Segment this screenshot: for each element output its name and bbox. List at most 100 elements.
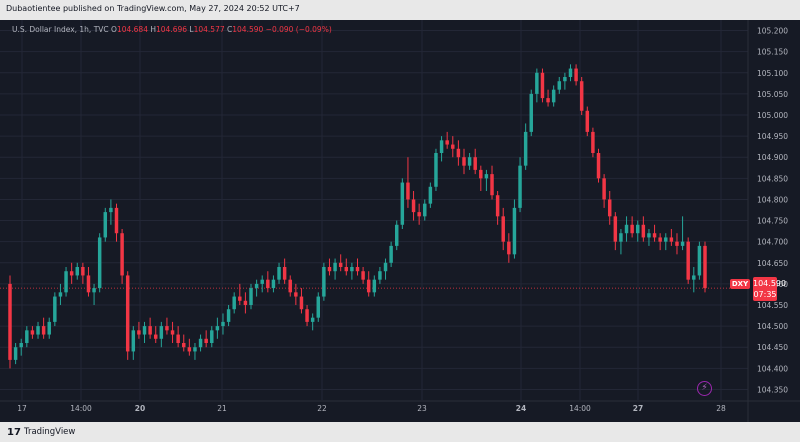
candle-body xyxy=(193,347,197,352)
legend-close-label: C xyxy=(227,25,233,34)
y-tick-label: 105.100 xyxy=(757,69,788,78)
candle-body xyxy=(473,157,477,170)
legend-symbol: U.S. Dollar Index, 1h, TVC xyxy=(12,25,109,34)
candle-body xyxy=(294,292,298,297)
price-chart[interactable]: 105.200 105.150 105.100 105.050 105.000 104.9… xyxy=(0,20,800,422)
candle-body xyxy=(523,131,528,166)
candle-body xyxy=(338,262,343,267)
candle-body xyxy=(97,237,102,289)
candle-body xyxy=(624,224,629,234)
candle-body xyxy=(69,271,74,276)
candle-body xyxy=(383,262,388,272)
candle-body xyxy=(378,271,382,280)
candle-body xyxy=(187,347,192,352)
candle-body xyxy=(316,296,321,318)
candle-body xyxy=(535,72,539,94)
legend-high-label: H xyxy=(150,25,156,34)
candle-body xyxy=(249,288,253,305)
candle-body xyxy=(137,330,141,335)
candle-body xyxy=(64,271,68,293)
candle-body xyxy=(675,241,679,246)
candle-body xyxy=(619,233,623,242)
candle-body xyxy=(490,174,494,196)
legend-open-label: O xyxy=(111,25,117,34)
candle-body xyxy=(75,267,79,276)
candle-body xyxy=(647,233,651,238)
candle-body xyxy=(557,81,562,90)
y-tick-label: 104.950 xyxy=(757,132,788,141)
candle-body xyxy=(221,321,225,327)
bar-countdown: 07:35 xyxy=(753,290,777,299)
candle-body xyxy=(204,338,208,343)
candle-body xyxy=(41,326,46,335)
legend-low-value: 104.577 xyxy=(193,25,225,34)
y-tick-label: 104.350 xyxy=(757,385,788,394)
candle-body xyxy=(697,245,702,276)
candle-body xyxy=(53,296,57,322)
candle-body xyxy=(686,241,690,280)
candle-body xyxy=(591,131,595,153)
x-tick-label: 24 xyxy=(516,404,526,413)
legend-change: −0.090 (−0.09%) xyxy=(265,25,332,34)
x-tick-label: 14:00 xyxy=(70,404,92,413)
x-tick-label: 22 xyxy=(317,404,327,413)
candle-body xyxy=(86,275,91,293)
candle-body xyxy=(266,279,270,289)
candle-body xyxy=(579,81,584,111)
candle-body xyxy=(451,144,455,149)
candle-body xyxy=(254,283,259,289)
candle-body xyxy=(159,326,164,339)
y-tick-label: 104.550 xyxy=(757,301,788,310)
candle-body xyxy=(165,326,169,331)
candle-body xyxy=(333,262,337,272)
candle-body xyxy=(30,330,35,335)
candle-body xyxy=(277,267,281,280)
candle-body xyxy=(305,309,309,322)
candle-body xyxy=(669,237,674,242)
y-tick-label: 105.150 xyxy=(757,48,788,57)
chart-canvas[interactable]: 105.200 105.150 105.100 105.050 105.000 104.9… xyxy=(0,20,800,422)
candle-body xyxy=(226,309,231,322)
candle-body xyxy=(664,237,668,242)
candle-body xyxy=(282,267,287,280)
y-tick-label: 104.850 xyxy=(757,174,788,183)
candle-body xyxy=(310,317,315,322)
candle-body xyxy=(574,68,578,82)
x-tick-label: 14:00 xyxy=(569,404,591,413)
y-tick-label: 104.800 xyxy=(757,195,788,204)
candle-body xyxy=(540,72,545,99)
candle-body xyxy=(131,330,136,352)
x-tick-label: 21 xyxy=(217,404,227,413)
last-price-value: 104.590 xyxy=(753,279,787,288)
footer-bar: 17 TradingView xyxy=(0,422,800,442)
candle-body xyxy=(400,182,405,225)
candle-body xyxy=(428,186,433,204)
candle-body xyxy=(170,330,175,335)
tradingview-logo-icon: 17 xyxy=(7,427,21,438)
candle-body xyxy=(103,212,108,238)
candle-body xyxy=(636,224,640,234)
y-tick-label: 105.050 xyxy=(757,90,788,99)
candle-body xyxy=(25,330,29,343)
candle-body xyxy=(467,157,472,166)
candle-body xyxy=(495,195,500,217)
candle-body xyxy=(501,216,505,242)
candle-body xyxy=(182,343,186,348)
candle-body xyxy=(417,212,421,217)
candle-body xyxy=(394,224,399,246)
candle-body xyxy=(366,279,371,293)
candle-body xyxy=(434,153,438,187)
candle-body xyxy=(243,300,248,305)
candle-body xyxy=(439,140,444,153)
x-tick-label: 28 xyxy=(716,404,726,413)
candle-body xyxy=(658,237,662,242)
candle-body xyxy=(563,77,567,82)
candle-body xyxy=(607,199,612,217)
candle-body xyxy=(518,165,522,208)
candle-body xyxy=(19,343,23,348)
publisher-text: Dubaotientee published on TradingView.co… xyxy=(6,4,300,13)
lightning-icon[interactable]: ⚡ xyxy=(697,381,712,396)
candle-body xyxy=(299,296,304,310)
candle-body xyxy=(546,98,550,103)
y-tick-label: 104.700 xyxy=(757,238,788,247)
